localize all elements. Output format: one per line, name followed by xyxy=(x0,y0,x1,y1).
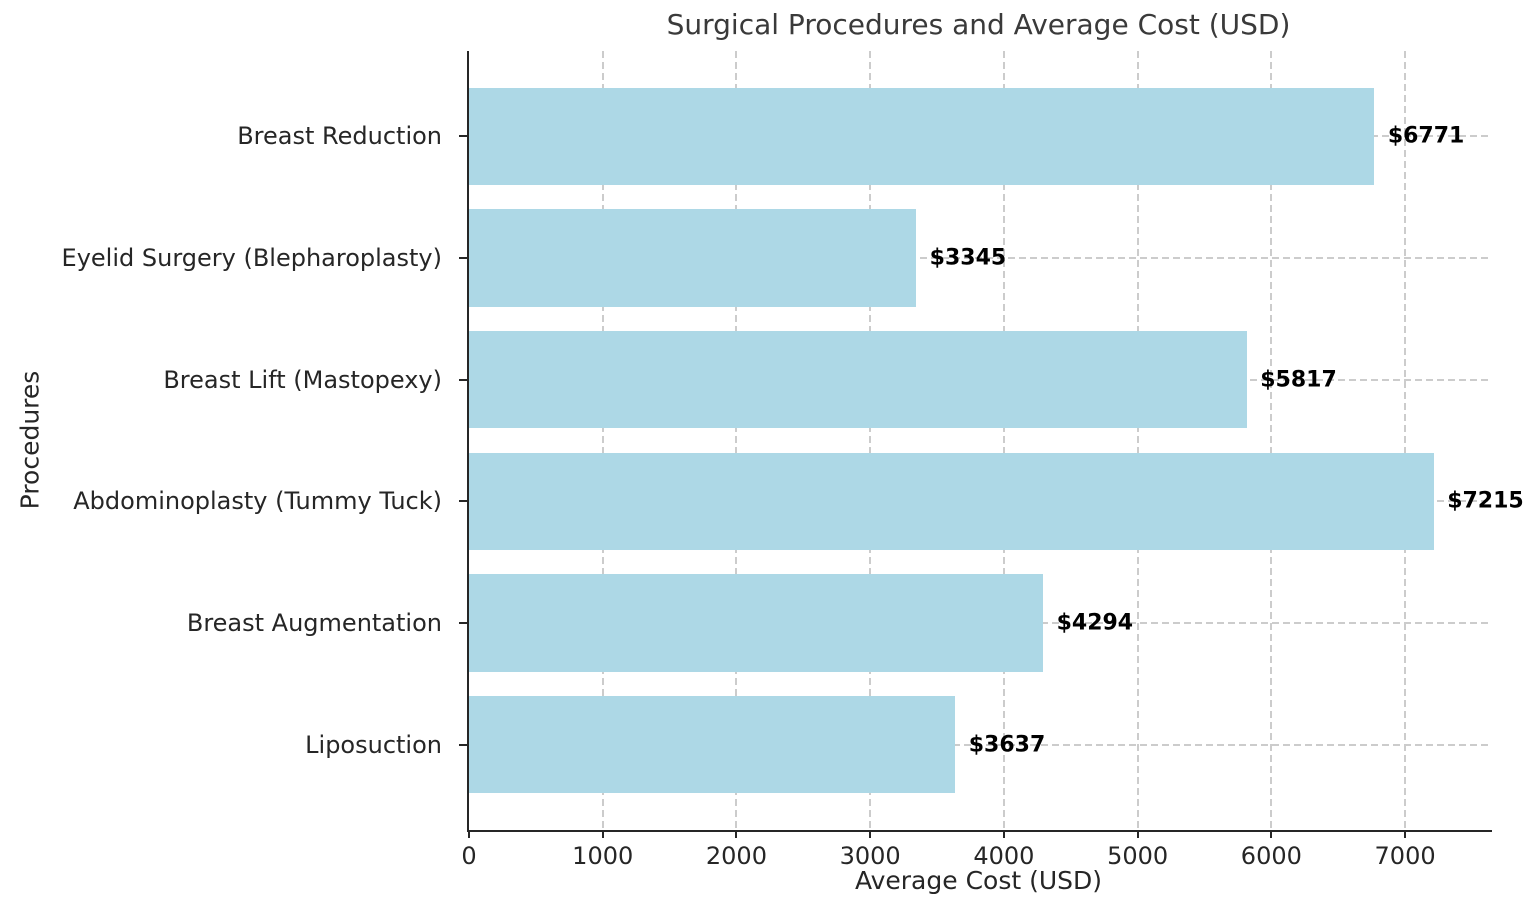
y-tick-label: Eyelid Surgery (Blepharoplasty) xyxy=(61,243,442,272)
bar-value-label: $6771 xyxy=(1387,123,1465,149)
x-tick-mark xyxy=(1136,830,1139,838)
x-tick-label: 2000 xyxy=(705,842,767,870)
bar xyxy=(469,209,917,307)
x-tick-label: 3000 xyxy=(839,842,901,870)
y-tick-mark xyxy=(459,256,467,259)
y-tick-mark xyxy=(459,135,467,138)
x-tick-label: 5000 xyxy=(1107,842,1169,870)
x-tick-mark xyxy=(735,830,738,838)
x-tick-label: 6000 xyxy=(1240,842,1302,870)
plot-area: 0 1000 2000 3000 4000 5000 6000 7000 $6771 Breast… xyxy=(62,51,1524,870)
bar xyxy=(469,574,1044,672)
x-axis-title: Average Cost (USD) xyxy=(854,866,1103,895)
bar xyxy=(469,696,956,794)
bar-value-label: $5817 xyxy=(1260,367,1337,393)
x-gridline xyxy=(1404,51,1407,830)
y-tick-label: Liposuction xyxy=(305,730,442,759)
x-gridline xyxy=(1002,51,1005,830)
x-gridline xyxy=(1270,51,1273,830)
y-tick-mark xyxy=(459,743,467,746)
x-tick-mark xyxy=(468,830,470,838)
x-gridline xyxy=(601,51,604,830)
x-gridline xyxy=(869,51,872,830)
bar-value-label: $7215 xyxy=(1447,488,1524,514)
x-tick-mark xyxy=(1270,830,1273,838)
x-gridline xyxy=(1136,51,1139,830)
y-tick-mark xyxy=(459,378,467,381)
y-tick-mark xyxy=(459,622,467,625)
y-tick-label: Breast Augmentation xyxy=(186,609,442,638)
y-tick-label: Abdominoplasty (Tummy Tuck) xyxy=(73,487,442,516)
y-gridline xyxy=(469,743,1492,746)
x-tick-mark xyxy=(1002,830,1005,838)
x-tick-label: 7000 xyxy=(1374,842,1436,870)
bar-value-label: $3637 xyxy=(968,732,1046,758)
y-gridline xyxy=(469,256,1492,259)
chart-title: Surgical Procedures and Average Cost (US… xyxy=(666,8,1291,41)
x-tick-label: 1000 xyxy=(572,842,634,870)
x-tick-label: 0 xyxy=(461,842,477,870)
bar-value-label: $3345 xyxy=(929,245,1007,271)
x-tick-mark xyxy=(601,830,604,838)
x-gridline xyxy=(735,51,738,830)
x-tick-mark xyxy=(869,830,872,838)
bar xyxy=(469,452,1434,551)
x-tick-label: 4000 xyxy=(973,842,1035,870)
y-tick-label: Breast Reduction xyxy=(237,122,442,151)
bar-value-label: $4294 xyxy=(1056,610,1134,636)
y-tick-label: Breast Lift (Mastopexy) xyxy=(163,365,442,394)
y-tick-mark xyxy=(459,500,467,503)
x-tick-mark xyxy=(1404,830,1407,838)
bar xyxy=(469,87,1375,185)
bar xyxy=(469,330,1247,429)
